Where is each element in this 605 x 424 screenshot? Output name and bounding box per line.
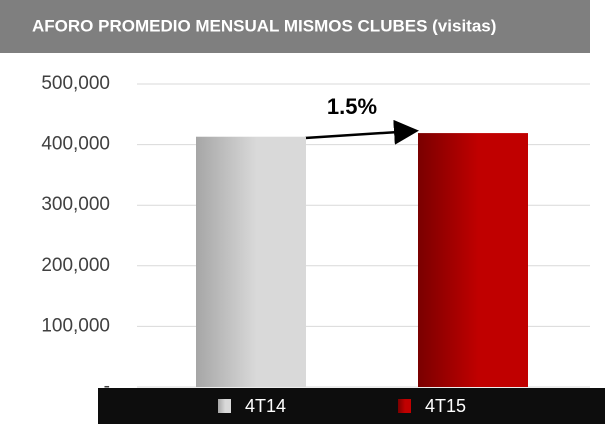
bar xyxy=(196,136,306,387)
title-banner xyxy=(0,0,590,53)
y-tick-label: 500,000 xyxy=(41,73,110,94)
legend-label: 4T14 xyxy=(245,396,286,416)
y-tick-label: 200,000 xyxy=(41,255,110,276)
y-tick-label: - xyxy=(104,376,110,397)
y-tick-label: 300,000 xyxy=(41,194,110,215)
y-tick-label: 400,000 xyxy=(41,134,110,155)
chart-title: AFORO PROMEDIO MENSUAL MISMOS CLUBES (vi… xyxy=(32,16,496,35)
change-arrow xyxy=(304,119,419,145)
bar xyxy=(418,133,528,387)
annotation: 1.5% xyxy=(327,94,377,119)
legend-swatch xyxy=(218,399,231,413)
y-tick-label: 100,000 xyxy=(41,315,110,336)
legend-band xyxy=(98,388,605,424)
legend-label: 4T15 xyxy=(425,396,466,416)
legend-swatch xyxy=(398,399,411,413)
